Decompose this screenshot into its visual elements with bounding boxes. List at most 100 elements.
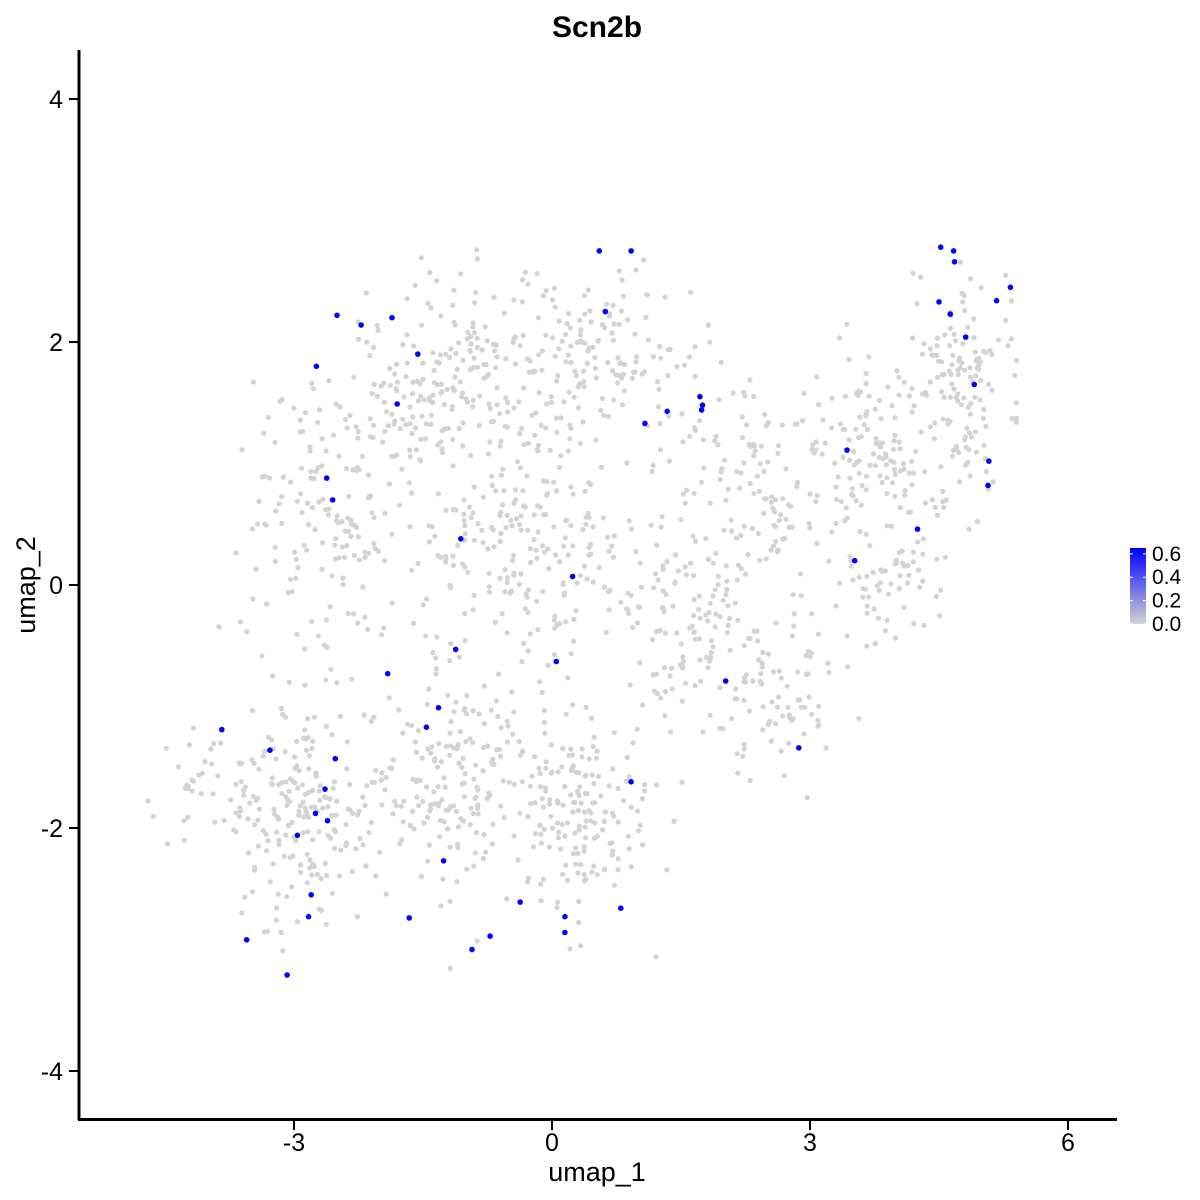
- background-point: [776, 668, 782, 674]
- background-point: [659, 514, 665, 520]
- background-point: [697, 615, 703, 621]
- background-point: [480, 856, 487, 862]
- background-point: [423, 436, 429, 442]
- background-point: [198, 791, 204, 797]
- background-point: [553, 415, 560, 421]
- background-point: [844, 633, 850, 639]
- background-point: [329, 732, 335, 738]
- background-point: [577, 332, 584, 338]
- background-point: [334, 513, 340, 519]
- background-point: [610, 302, 616, 308]
- background-point: [342, 416, 349, 422]
- background-point: [712, 624, 718, 630]
- background-point: [877, 444, 883, 450]
- background-point: [287, 776, 293, 782]
- background-point: [741, 460, 747, 466]
- background-point: [495, 713, 501, 720]
- background-point: [347, 782, 353, 788]
- background-point: [175, 764, 182, 770]
- background-point: [400, 416, 406, 422]
- background-point: [215, 773, 221, 779]
- background-point: [360, 584, 366, 590]
- background-point: [578, 800, 584, 806]
- background-point: [310, 837, 316, 843]
- background-point: [609, 368, 616, 374]
- background-point: [927, 346, 933, 352]
- background-point: [271, 806, 277, 813]
- background-point: [238, 778, 244, 785]
- background-point: [519, 779, 526, 785]
- background-point: [901, 605, 907, 611]
- background-point: [525, 440, 532, 446]
- background-point: [514, 459, 521, 465]
- background-point: [556, 464, 563, 470]
- background-point: [759, 681, 765, 687]
- background-point: [890, 446, 897, 453]
- background-point: [286, 679, 292, 685]
- background-point: [486, 584, 492, 590]
- background-point: [305, 829, 311, 835]
- background-point: [493, 342, 499, 348]
- background-point: [548, 813, 554, 819]
- background-point: [973, 373, 979, 379]
- background-point: [920, 578, 926, 584]
- background-point: [432, 801, 438, 807]
- background-point: [484, 338, 490, 344]
- background-point: [773, 538, 779, 544]
- expressing-point: [562, 929, 568, 936]
- background-point: [543, 288, 549, 294]
- background-point: [535, 442, 542, 448]
- background-point: [522, 504, 528, 510]
- background-point: [297, 862, 304, 868]
- background-point: [739, 435, 746, 441]
- background-point: [790, 592, 796, 598]
- background-point: [580, 419, 586, 425]
- background-point: [368, 819, 374, 826]
- background-point: [864, 573, 870, 579]
- background-point: [746, 441, 752, 448]
- background-point: [346, 528, 352, 535]
- background-point: [262, 473, 268, 479]
- background-point: [560, 871, 566, 877]
- expressing-point: [312, 810, 319, 817]
- background-point: [534, 555, 540, 562]
- background-point: [471, 592, 477, 599]
- background-point: [783, 466, 789, 472]
- background-point: [598, 464, 604, 470]
- background-point: [470, 324, 476, 330]
- background-point: [593, 755, 600, 761]
- background-point: [634, 726, 640, 733]
- background-point: [329, 890, 335, 896]
- background-point: [363, 863, 369, 869]
- background-point: [738, 532, 744, 539]
- background-point: [360, 794, 366, 800]
- background-point: [291, 405, 297, 411]
- background-point: [733, 686, 739, 692]
- background-point: [691, 597, 697, 603]
- background-point: [401, 798, 407, 804]
- background-point: [579, 746, 585, 752]
- background-point: [311, 863, 317, 870]
- background-point: [606, 607, 612, 613]
- background-point: [377, 849, 383, 855]
- background-point: [509, 689, 515, 695]
- background-point: [265, 414, 271, 420]
- background-point: [441, 819, 447, 825]
- background-point: [487, 405, 493, 411]
- background-point: [560, 802, 566, 808]
- background-point: [455, 340, 462, 346]
- background-point: [496, 671, 502, 677]
- background-point: [611, 321, 617, 327]
- background-point: [439, 446, 445, 452]
- expressing-point: [334, 312, 340, 319]
- background-point: [453, 350, 459, 357]
- background-point: [333, 401, 339, 407]
- background-point: [701, 465, 707, 471]
- background-point: [606, 783, 612, 789]
- background-point: [712, 587, 718, 593]
- background-point: [872, 406, 878, 412]
- background-point: [450, 436, 456, 443]
- background-point: [582, 824, 588, 830]
- expressing-point: [937, 244, 944, 250]
- background-point: [280, 474, 286, 480]
